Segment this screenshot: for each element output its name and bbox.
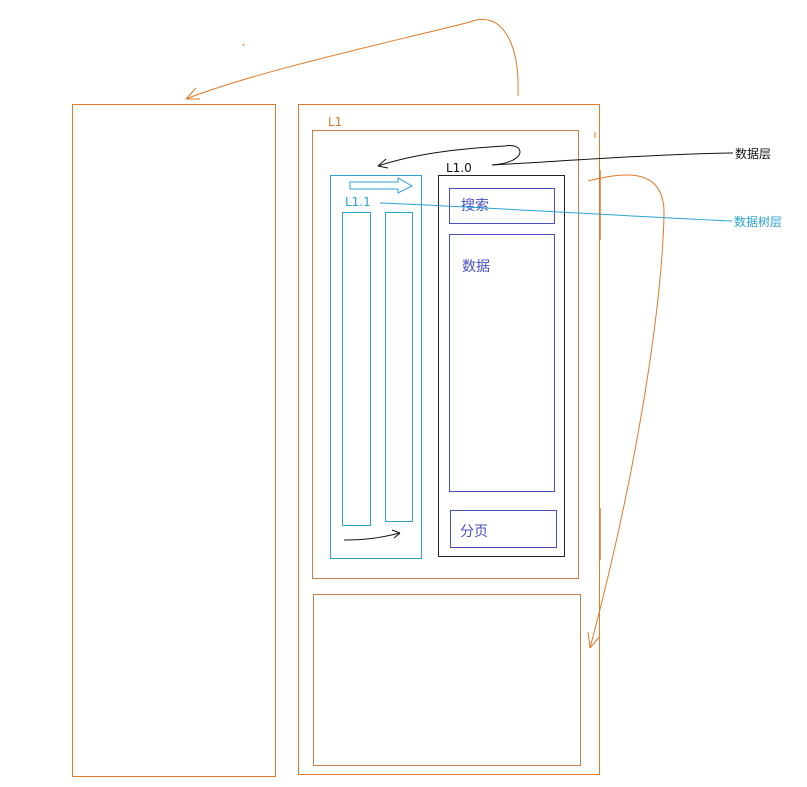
orange-arrow-to-left-panel [185, 18, 519, 100]
data-label: 数据 [462, 259, 490, 275]
l1-label: L1 [328, 115, 343, 129]
pagination-box [450, 510, 557, 548]
data-box [449, 234, 555, 492]
l1-area [312, 130, 579, 579]
data-layer-box [438, 175, 565, 557]
bottom-panel [313, 594, 581, 766]
tree-column-right [385, 212, 413, 522]
data-layer-annotation: 数据层 [735, 147, 772, 161]
tree-layer-box [330, 175, 422, 559]
l1-0-label: L1.0 [446, 161, 472, 175]
left-panel [72, 104, 276, 777]
pagination-label: 分页 [460, 524, 488, 540]
data-tree-layer-annotation: 数据树层 [734, 215, 783, 229]
tree-column-left [342, 212, 371, 526]
l1-1-label: L1.1 [345, 195, 371, 209]
search-label: 搜索 [461, 198, 489, 214]
